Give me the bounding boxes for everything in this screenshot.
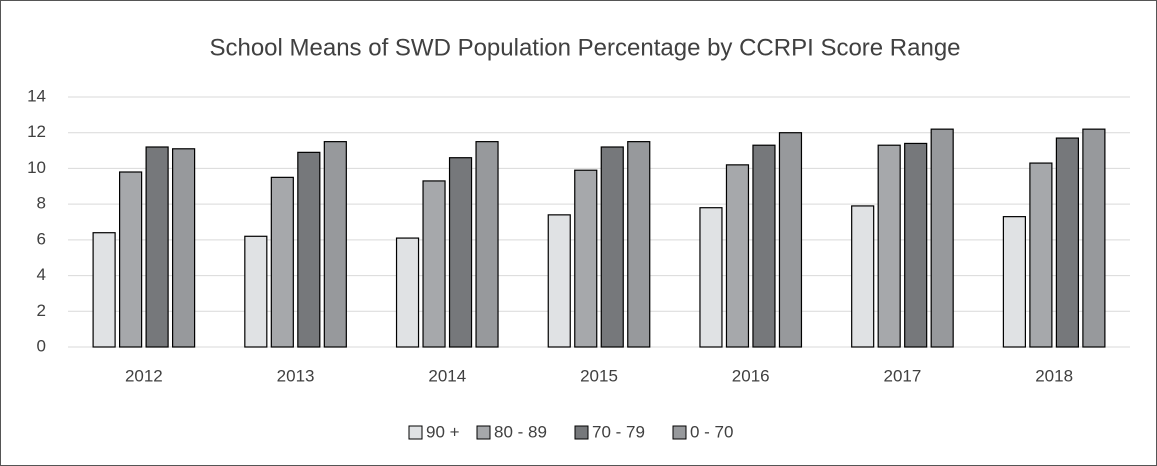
bar [904, 142, 928, 348]
bar [297, 151, 321, 348]
legend-swatch [574, 425, 589, 440]
bar [725, 164, 750, 348]
bar [145, 146, 169, 348]
bar [877, 144, 901, 348]
bar [92, 232, 116, 348]
y-tick-label: 14 [27, 86, 46, 105]
x-tick-label: 2017 [884, 366, 922, 385]
bar [1002, 216, 1026, 348]
y-tick-label: 8 [37, 194, 46, 213]
bar [699, 207, 723, 348]
legend-label: 90 + [426, 422, 460, 441]
x-tick-label: 2016 [732, 366, 770, 385]
bar [851, 205, 875, 348]
bar [1082, 128, 1106, 348]
y-tick-label: 6 [37, 229, 46, 248]
bar [1029, 162, 1053, 348]
x-tick-label: 2015 [580, 366, 618, 385]
y-tick-label: 10 [27, 158, 46, 177]
legend-label: 0 - 70 [690, 422, 733, 441]
bar [172, 148, 196, 348]
y-tick-label: 12 [27, 122, 46, 141]
bar [930, 128, 954, 348]
chart-title: School Means of SWD Population Percentag… [209, 34, 960, 61]
bar [119, 171, 143, 348]
bar [574, 169, 598, 348]
y-tick-label: 4 [37, 265, 46, 284]
bar [395, 237, 420, 348]
x-tick-label: 2012 [125, 366, 163, 385]
bar [422, 180, 446, 348]
legend-label: 70 - 79 [592, 422, 645, 441]
bar [244, 235, 268, 348]
bar [448, 157, 473, 348]
bar [270, 176, 294, 348]
bar [778, 132, 803, 348]
bar [475, 141, 499, 348]
x-tick-label: 2018 [1035, 366, 1073, 385]
bar [547, 214, 571, 348]
legend-label: 80 - 89 [494, 422, 547, 441]
bar [752, 144, 776, 348]
y-tick-label: 2 [37, 301, 46, 320]
bar [600, 146, 624, 348]
legend-swatch [672, 425, 687, 440]
legend-swatch [408, 425, 423, 440]
bar [323, 141, 347, 348]
bar [627, 141, 651, 348]
legend-swatch [476, 425, 491, 440]
bar [1055, 137, 1079, 348]
x-tick-label: 2013 [277, 366, 315, 385]
y-tick-label: 0 [37, 336, 46, 355]
x-tick-label: 2014 [428, 366, 466, 385]
